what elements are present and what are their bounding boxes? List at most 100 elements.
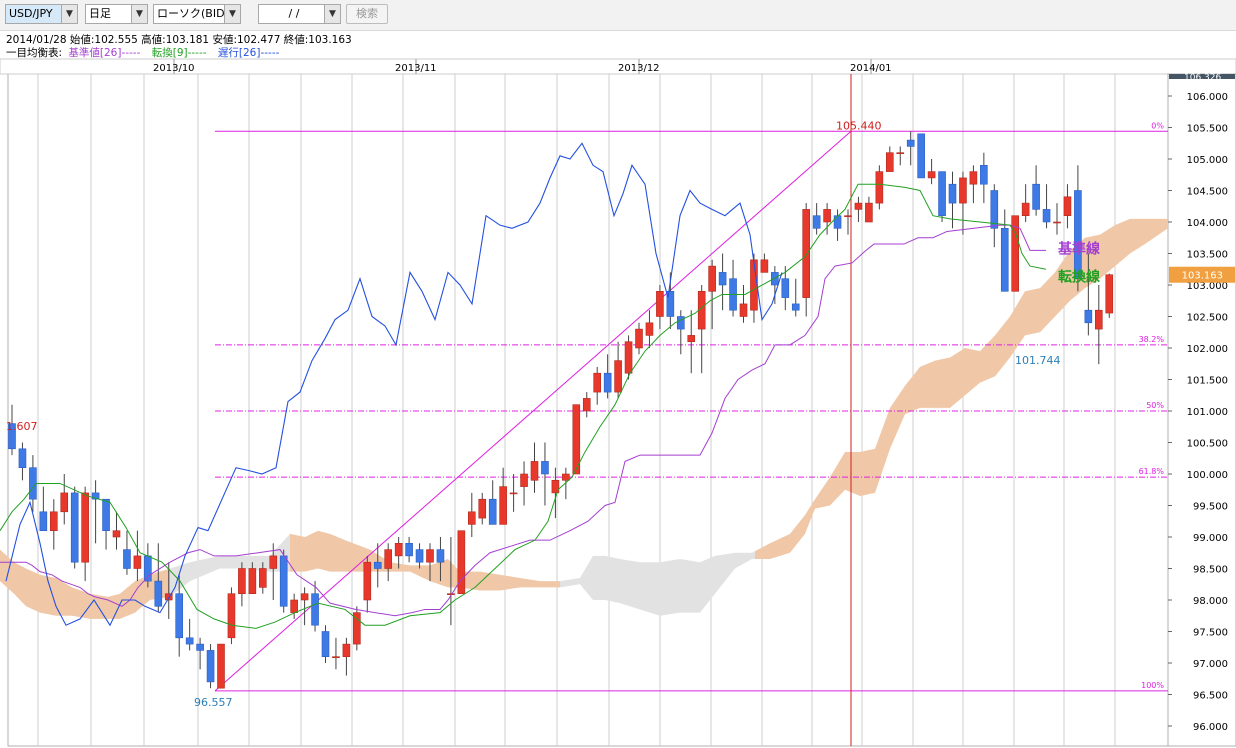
- chart-type-value: ローソク(BID): [157, 7, 229, 20]
- toolbar: USD/JPY ▼ 日足 ▼ ローソク(BID) ▼ / / ▼ 検索: [0, 0, 1236, 31]
- fibonacci-level-label: 61.8%: [1139, 467, 1165, 476]
- fibonacci-level-label: 38.2%: [1139, 335, 1165, 344]
- candle-body: [572, 404, 581, 475]
- candle-body: [436, 549, 445, 563]
- candle-body: [1053, 221, 1061, 224]
- price-axis-label: 98.000: [1193, 596, 1228, 607]
- fibonacci-trend-line: [214, 130, 852, 692]
- candle-body: [60, 492, 69, 513]
- chikou-line: [5, 142, 783, 627]
- candle-body: [582, 398, 591, 412]
- candle-body: [551, 479, 560, 494]
- candle-body: [279, 555, 288, 607]
- low-annotation: 96.557: [194, 696, 233, 709]
- candle-body: [1084, 309, 1093, 324]
- price-axis-label: 99.000: [1193, 533, 1228, 544]
- candle-body: [917, 133, 925, 179]
- fibonacci-level-label: 100%: [1141, 681, 1164, 690]
- price-axis-label: 103.500: [1187, 250, 1228, 261]
- candle-body: [666, 290, 675, 317]
- candle-body: [175, 593, 183, 639]
- price-axis-top-marker: [1169, 74, 1235, 79]
- candle-body: [1074, 190, 1082, 279]
- candle-body: [1063, 196, 1072, 217]
- candle-body: [1095, 309, 1103, 330]
- candle-body: [676, 316, 685, 330]
- timeframe-select[interactable]: 日足 ▼: [85, 4, 148, 24]
- candle-body: [1105, 274, 1114, 314]
- chart-type-select[interactable]: ローソク(BID) ▼: [153, 4, 241, 24]
- recent-low-annotation: 101.744: [1015, 354, 1061, 367]
- candle-body: [373, 561, 382, 569]
- candle-body: [499, 486, 507, 525]
- candle-body: [687, 335, 696, 342]
- current-price-marker: [1169, 266, 1235, 283]
- price-axis-label: 103.000: [1187, 281, 1228, 292]
- date-field[interactable]: / / ▼: [258, 4, 341, 24]
- candle-body: [959, 177, 967, 204]
- fibonacci-level-label: 0%: [1151, 121, 1164, 130]
- candle-body: [530, 461, 539, 481]
- chevron-down-icon[interactable]: ▼: [131, 5, 147, 23]
- candle-body: [645, 322, 654, 336]
- candle-body: [18, 448, 27, 468]
- candle-body: [771, 272, 779, 286]
- candle-body: [248, 568, 257, 595]
- candle-body: [39, 511, 48, 531]
- candle-body: [1000, 228, 1009, 292]
- candle-body: [948, 183, 957, 204]
- candle-body: [70, 492, 79, 563]
- candle-body: [624, 341, 633, 374]
- candle-body: [865, 202, 873, 223]
- candle-body: [353, 612, 361, 645]
- candle-body: [384, 549, 393, 569]
- price-axis: [1167, 73, 1236, 747]
- chevron-down-icon[interactable]: ▼: [324, 5, 340, 23]
- candle-body: [321, 631, 330, 658]
- candle-body: [81, 492, 89, 563]
- candle-body: [802, 209, 811, 298]
- candle-body: [49, 511, 58, 531]
- price-axis-label: 105.500: [1187, 124, 1228, 135]
- currency-pair-select[interactable]: USD/JPY ▼: [5, 4, 78, 24]
- candle-body: [206, 650, 215, 683]
- date-axis-label: 2013/10: [153, 63, 195, 74]
- candle-body: [927, 171, 936, 179]
- timeframe-value: 日足: [89, 7, 111, 20]
- price-axis-label: 98.500: [1193, 565, 1228, 576]
- candle-body: [238, 568, 246, 595]
- left-edge-price-label: 1.607: [6, 420, 38, 433]
- candle-body: [185, 637, 194, 645]
- chevron-down-icon[interactable]: ▼: [61, 5, 77, 23]
- candle-body: [467, 511, 476, 525]
- ichimoku-legend: 一目均衡表: 基準値[26]----- 転換[9]----- 遅行[26]---…: [6, 45, 279, 60]
- price-axis-label: 104.500: [1187, 187, 1228, 198]
- price-axis-label: 97.000: [1193, 659, 1228, 670]
- candle-body: [300, 593, 309, 601]
- price-axis-label: 100.000: [1187, 470, 1228, 481]
- price-axis-label: 102.000: [1187, 344, 1228, 355]
- candle-body: [342, 643, 351, 657]
- candle-body: [332, 656, 340, 659]
- price-axis-top-label: 106.326: [1184, 73, 1221, 83]
- price-axis-label: 102.500: [1187, 313, 1228, 324]
- candle-body: [1032, 183, 1040, 210]
- candle-body: [227, 593, 236, 639]
- candle-body: [102, 498, 110, 532]
- tenkan-line: [0, 183, 1047, 629]
- candle-body: [635, 328, 643, 349]
- search-button[interactable]: 検索: [346, 4, 388, 24]
- price-axis-label: 96.500: [1193, 691, 1228, 702]
- candle-body: [196, 643, 204, 651]
- candle-body: [739, 303, 748, 317]
- candle-body: [112, 530, 121, 538]
- candle-body: [1021, 202, 1030, 217]
- candle-body: [541, 461, 549, 475]
- date-value: / /: [288, 7, 300, 20]
- candle-body: [1042, 209, 1051, 223]
- chevron-down-icon[interactable]: ▼: [224, 5, 240, 23]
- candle-body: [906, 139, 915, 147]
- candle-body: [415, 549, 424, 563]
- price-axis-label: 96.000: [1193, 722, 1228, 733]
